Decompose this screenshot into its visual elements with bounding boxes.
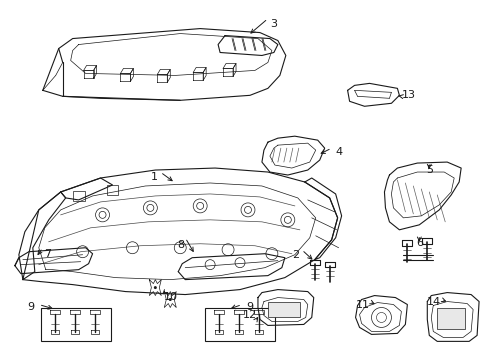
Text: 7: 7	[44, 249, 51, 259]
Text: 8: 8	[177, 240, 184, 249]
Text: 2: 2	[292, 250, 299, 260]
Text: 9: 9	[27, 302, 35, 312]
Bar	[267, 302, 299, 318]
Text: 6: 6	[415, 238, 422, 248]
Text: 13: 13	[402, 90, 415, 100]
Bar	[106, 185, 118, 195]
Text: 10: 10	[163, 292, 178, 302]
Text: 9: 9	[245, 302, 253, 312]
Text: 5: 5	[425, 165, 432, 175]
Circle shape	[154, 286, 157, 289]
Bar	[41, 307, 110, 341]
Text: 1: 1	[150, 172, 157, 182]
Bar	[73, 191, 84, 201]
Text: 14: 14	[426, 297, 440, 307]
Text: 4: 4	[335, 147, 342, 157]
Text: 3: 3	[270, 19, 277, 29]
Bar	[205, 307, 274, 341]
Circle shape	[168, 298, 171, 301]
Text: 11: 11	[355, 300, 368, 310]
Bar	[436, 307, 464, 329]
Text: 12: 12	[243, 310, 257, 320]
